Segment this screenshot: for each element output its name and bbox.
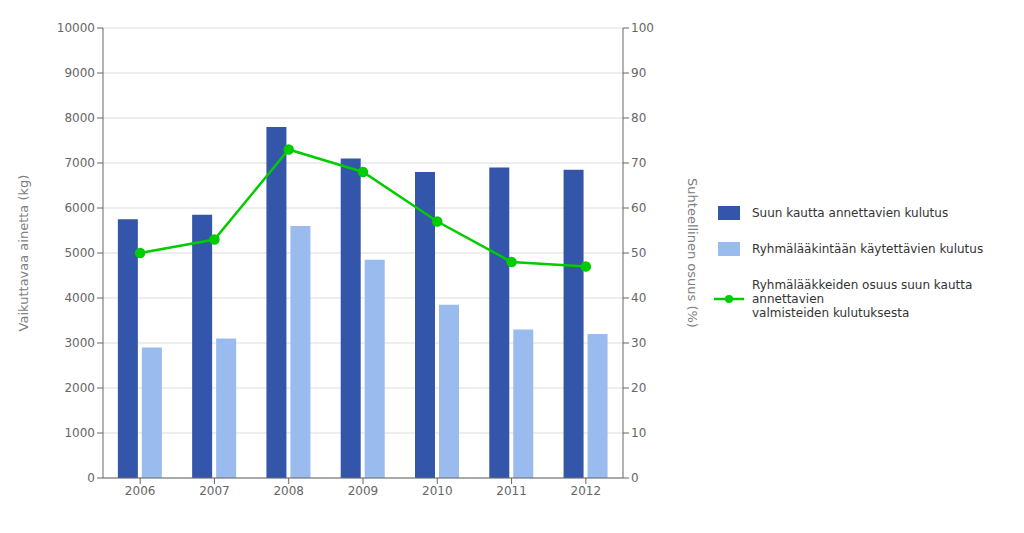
svg-text:9000: 9000	[64, 66, 95, 80]
svg-text:60: 60	[631, 201, 646, 215]
svg-text:70: 70	[631, 156, 646, 170]
svg-text:10: 10	[631, 426, 646, 440]
svg-text:1000: 1000	[64, 426, 95, 440]
svg-text:2006: 2006	[125, 484, 156, 498]
svg-text:2000: 2000	[64, 381, 95, 395]
svg-text:100: 100	[631, 21, 654, 35]
svg-text:6000: 6000	[64, 201, 95, 215]
html-text:valmisteiden kulutuksesta: valmisteiden kulutuksesta	[752, 306, 910, 320]
svg-text:4000: 4000	[64, 291, 95, 305]
svg-text:30: 30	[631, 336, 646, 350]
svg-text:10000: 10000	[57, 21, 95, 35]
svg-text:2012: 2012	[571, 484, 602, 498]
svg-text:2010: 2010	[422, 484, 453, 498]
svg-text:90: 90	[631, 66, 646, 80]
svg-text:2009: 2009	[348, 484, 379, 498]
html-text:Ryhmälääkkeiden osuus suun kau: Ryhmälääkkeiden osuus suun kautta annett…	[752, 278, 973, 306]
svg-text:0: 0	[631, 471, 639, 485]
svg-text:2007: 2007	[199, 484, 230, 498]
svg-text:3000: 3000	[64, 336, 95, 350]
svg-text:2008: 2008	[273, 484, 304, 498]
svg-text:5000: 5000	[64, 246, 95, 260]
svg-text:40: 40	[631, 291, 646, 305]
svg-text:50: 50	[631, 246, 646, 260]
svg-text:20: 20	[631, 381, 646, 395]
svg-text:80: 80	[631, 111, 646, 125]
svg-text:0: 0	[87, 471, 95, 485]
svg-text:2011: 2011	[496, 484, 527, 498]
svg-text:8000: 8000	[64, 111, 95, 125]
svg-text:7000: 7000	[64, 156, 95, 170]
html-text:Suun kautta annettavien kulutu: Suun kautta annettavien kulutus	[752, 206, 949, 220]
html-text:Ryhmälääkintään käytettävien k: Ryhmälääkintään käytettävien kulutus	[752, 242, 984, 256]
svg-text:Vaikuttavaa ainetta (kg): Vaikuttavaa ainetta (kg)	[16, 175, 31, 332]
svg-text:Suhteellinen osuus (%): Suhteellinen osuus (%)	[685, 178, 700, 328]
